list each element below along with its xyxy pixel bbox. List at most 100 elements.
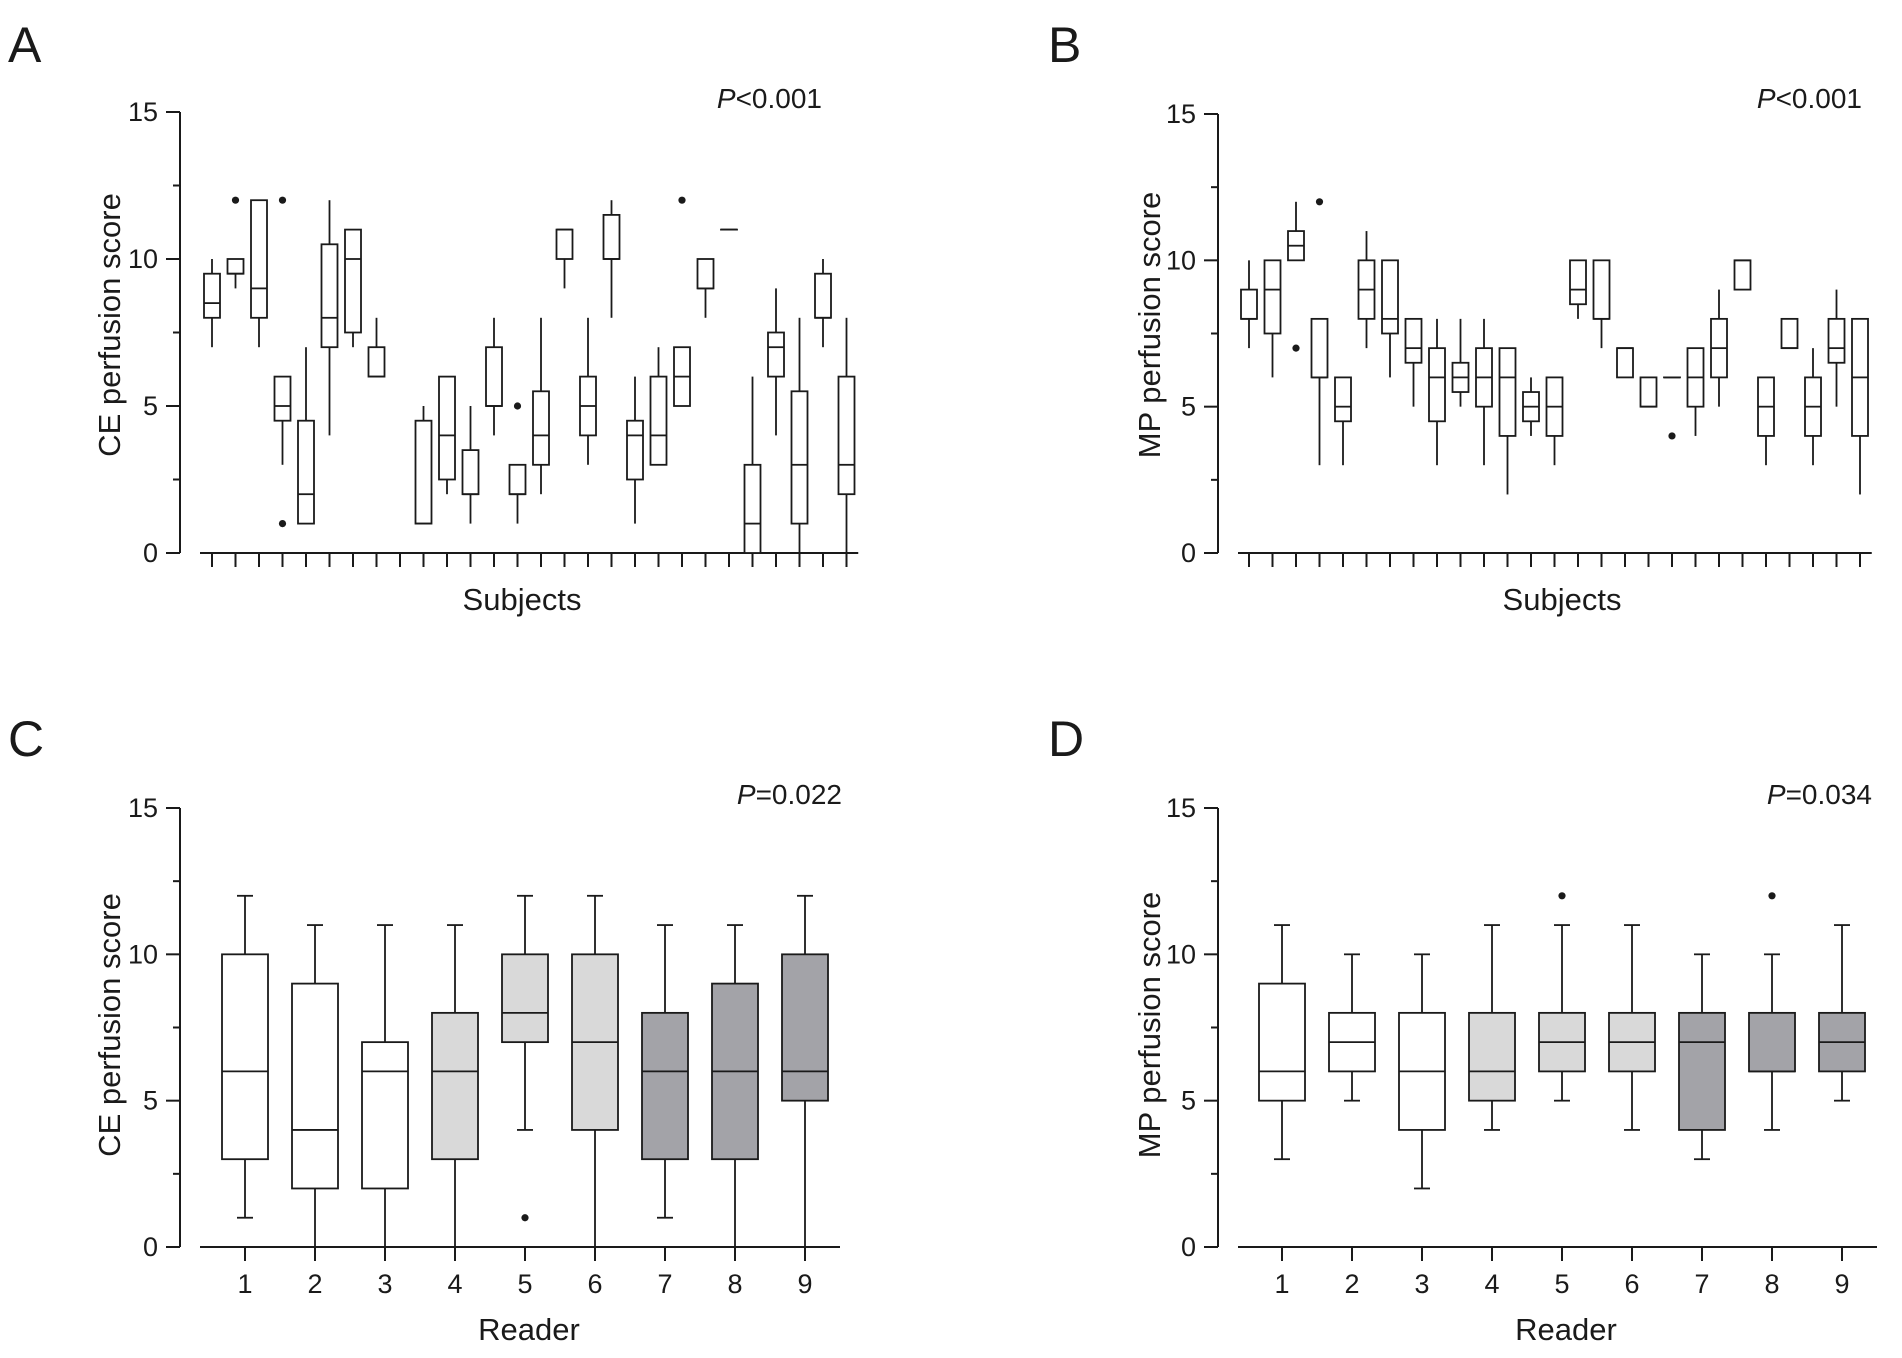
panel-d: D P=0.034 MP perfusion score Reader 0 5 10… [1048, 711, 1877, 1347]
box-iqr [1733, 259, 1752, 291]
panel-letter: C [8, 711, 44, 767]
box-21 [673, 196, 691, 407]
box-iqr [320, 243, 339, 349]
box-iqr [414, 419, 433, 525]
box-iqr [1381, 259, 1399, 335]
box-25 [767, 288, 785, 436]
outlier-point [1292, 344, 1300, 352]
x-tick-label: 3 [1414, 1269, 1429, 1299]
x-axis-title: Subjects [463, 582, 582, 617]
box-iqr [431, 1011, 479, 1161]
x-tick-label: 2 [307, 1269, 322, 1299]
box-25 [1804, 348, 1822, 466]
y-tick-label: 5 [143, 391, 158, 421]
x-tick-label: 9 [1834, 1269, 1849, 1299]
box-iqr [250, 199, 268, 319]
y-tick-label: 15 [128, 793, 158, 823]
box-18 [1639, 376, 1658, 408]
box-8 [367, 317, 386, 378]
box-5 [297, 347, 315, 525]
box-20 [1686, 347, 1705, 436]
p-value: P<0.001 [1757, 83, 1862, 114]
outlier-point [1558, 892, 1566, 900]
box-iqr [438, 375, 456, 481]
outlier-point [1768, 892, 1776, 900]
y-tick-label: 10 [128, 244, 158, 274]
y-tick-label: 10 [1166, 245, 1196, 275]
box-2 [1328, 953, 1376, 1102]
x-tick-label: 2 [1344, 1269, 1359, 1299]
box-15 [532, 317, 550, 495]
box-iqr [837, 375, 856, 496]
box-13 [1522, 377, 1540, 436]
box-1 [1240, 260, 1258, 349]
plot-area: 0 5 10 15 1 2 3 4 5 6 7 8 9 [128, 793, 840, 1299]
box-iqr [743, 463, 762, 554]
box-iqr [501, 953, 549, 1044]
box-5 [501, 894, 549, 1222]
box-iqr [1827, 317, 1846, 364]
box-3 [1398, 953, 1446, 1190]
x-tick-label: 8 [1764, 1269, 1779, 1299]
p-value: P<0.001 [717, 83, 822, 114]
box-iqr [297, 419, 315, 525]
box-11 [438, 375, 456, 495]
box-6 [1608, 924, 1656, 1131]
box-iqr [461, 449, 480, 496]
panel-letter: D [1048, 711, 1084, 767]
x-axis-title: Subjects [1503, 582, 1622, 617]
box-8 [1404, 317, 1423, 407]
box-iqr [1240, 288, 1258, 320]
plot-area: 0 5 10 15 [128, 97, 859, 568]
box-4 [273, 196, 292, 528]
box-12 [461, 406, 480, 524]
box-iqr [626, 419, 644, 481]
box-4 [1468, 924, 1516, 1131]
box-iqr [1468, 1011, 1516, 1102]
x-tick-label: 3 [377, 1269, 392, 1299]
box-iqr [1569, 259, 1587, 306]
box-9 [781, 894, 829, 1248]
y-tick-label: 15 [1166, 793, 1196, 823]
box-iqr [344, 228, 362, 334]
y-axis-title: MP perfusion score [1132, 192, 1167, 459]
y-axis-title: CE perfusion score [92, 893, 127, 1157]
p-value: P=0.022 [737, 779, 842, 810]
x-tick-label: 5 [517, 1269, 532, 1299]
y-tick-label: 10 [128, 939, 158, 969]
box-3 [361, 924, 409, 1248]
box-iqr [767, 331, 785, 378]
box-26 [1827, 289, 1846, 407]
box-iqr [226, 258, 245, 275]
box-12 [1498, 347, 1517, 495]
y-tick-label: 10 [1166, 939, 1196, 969]
panel-b: B P<0.001 MP perfusion score Subjects 0 5… [1048, 17, 1872, 617]
box-iqr [641, 1011, 689, 1161]
box-3 [250, 199, 268, 348]
x-tick-label: 6 [1624, 1269, 1639, 1299]
outlier-point [513, 402, 522, 410]
box-15 [1569, 259, 1587, 319]
x-axis-title: Reader [478, 1312, 580, 1347]
box-iqr [291, 982, 339, 1190]
box-iqr [1310, 317, 1329, 379]
box-6 [320, 200, 339, 436]
box-iqr [1748, 1011, 1796, 1073]
box-iqr [367, 346, 386, 378]
y-axis-title: CE perfusion score [92, 193, 127, 457]
box-iqr [1428, 347, 1446, 423]
box-13 [485, 317, 503, 436]
box-21 [1710, 289, 1728, 407]
box-9 [1818, 924, 1866, 1102]
box-1 [221, 894, 269, 1219]
x-tick-label: 6 [587, 1269, 602, 1299]
panel-c: C P=0.022 CE perfusion score Reader 0 5 10… [8, 711, 842, 1347]
box-6 [1357, 231, 1376, 349]
outlier-point [1315, 198, 1324, 206]
box-iqr [1678, 1011, 1726, 1131]
box-iqr [485, 346, 503, 407]
panel-a: A P<0.001 CE perfusion score Subjects 0 5… [8, 17, 859, 617]
x-tick-label: 1 [237, 1269, 252, 1299]
outlier-point [521, 1214, 529, 1222]
box-iqr [203, 272, 221, 319]
